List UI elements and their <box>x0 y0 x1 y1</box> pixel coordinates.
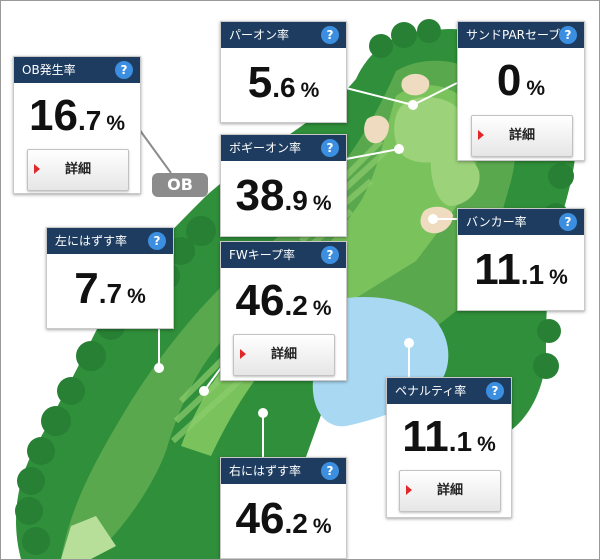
ob-rate-title: OB発生率 <box>22 63 76 77</box>
penalty-detail-button[interactable]: 詳細 <box>399 470 501 512</box>
help-icon[interactable]: ? <box>321 139 339 157</box>
help-icon[interactable]: ? <box>559 26 577 44</box>
par-on-rate-title: パーオン率 <box>229 28 290 42</box>
arrow-right-icon <box>406 485 412 495</box>
help-icon[interactable]: ? <box>148 232 166 250</box>
bunker-rate-title: バンカー率 <box>466 215 527 229</box>
penalty-rate-header: ペナルティ率 ? <box>387 378 511 404</box>
sand-save-rate-card: サンドPARセーブ率 ? 0% 詳細 <box>457 21 585 161</box>
penalty-rate-title: ペナルティ率 <box>395 384 467 398</box>
sand-save-rate-title: サンドPARセーブ率 <box>466 28 573 42</box>
bunker-rate-header: バンカー率 ? <box>458 209 584 235</box>
help-icon[interactable]: ? <box>115 61 133 79</box>
sand-save-rate-value: 0% <box>496 56 546 105</box>
penalty-rate-value: 11.1% <box>402 412 496 461</box>
bogey-on-rate-header: ボギーオン率 ? <box>221 135 346 161</box>
miss-right-rate-header: 右にはずす率 ? <box>221 458 346 484</box>
ob-detail-button[interactable]: 詳細 <box>27 149 129 191</box>
miss-left-rate-card: 左にはずす率 ? 7.7% <box>46 227 174 329</box>
sand-save-detail-button[interactable]: 詳細 <box>471 115 573 157</box>
ob-tag: OB <box>152 173 208 197</box>
help-icon[interactable]: ? <box>559 213 577 231</box>
miss-left-rate-title: 左にはずす率 <box>55 234 128 248</box>
fw-keep-rate-header: FWキープ率 ? <box>221 242 346 268</box>
penalty-rate-card: ペナルティ率 ? 11.1% 詳細 <box>386 377 512 518</box>
arrow-right-icon <box>478 130 484 140</box>
ob-rate-card: OB発生率 ? 16.7% 詳細 <box>13 56 141 194</box>
par-on-rate-value: 5.6% <box>247 58 320 107</box>
help-icon[interactable]: ? <box>321 462 339 480</box>
fw-keep-rate-title: FWキープ率 <box>229 248 296 262</box>
bogey-on-rate-value: 38.9% <box>235 171 332 220</box>
par-on-rate-header: パーオン率 ? <box>221 22 346 48</box>
ob-rate-value: 16.7% <box>29 91 125 140</box>
help-icon[interactable]: ? <box>321 246 339 264</box>
miss-left-rate-header: 左にはずす率 ? <box>47 228 173 254</box>
ob-rate-header: OB発生率 ? <box>14 57 140 83</box>
par-on-rate-card: パーオン率 ? 5.6% <box>220 21 347 123</box>
miss-left-rate-value: 7.7% <box>74 264 146 313</box>
sand-save-rate-header: サンドPARセーブ率 ? <box>458 22 584 48</box>
help-icon[interactable]: ? <box>321 26 339 44</box>
bunker-rate-card: バンカー率 ? 11.1% <box>457 208 585 311</box>
help-icon[interactable]: ? <box>486 382 504 400</box>
miss-right-rate-title: 右にはずす率 <box>229 464 302 478</box>
fw-keep-rate-value: 46.2% <box>235 276 332 325</box>
bogey-on-rate-card: ボギーオン率 ? 38.9% <box>220 134 347 237</box>
miss-right-rate-card: 右にはずす率 ? 46.2% <box>220 457 347 559</box>
fw-keep-detail-button[interactable]: 詳細 <box>233 334 335 376</box>
fw-keep-rate-card: FWキープ率 ? 46.2% 詳細 <box>220 241 347 381</box>
bogey-on-rate-title: ボギーオン率 <box>229 141 302 155</box>
miss-right-rate-value: 46.2% <box>235 494 332 543</box>
bunker-rate-value: 11.1% <box>474 245 568 294</box>
arrow-right-icon <box>34 164 40 174</box>
arrow-right-icon <box>240 349 246 359</box>
